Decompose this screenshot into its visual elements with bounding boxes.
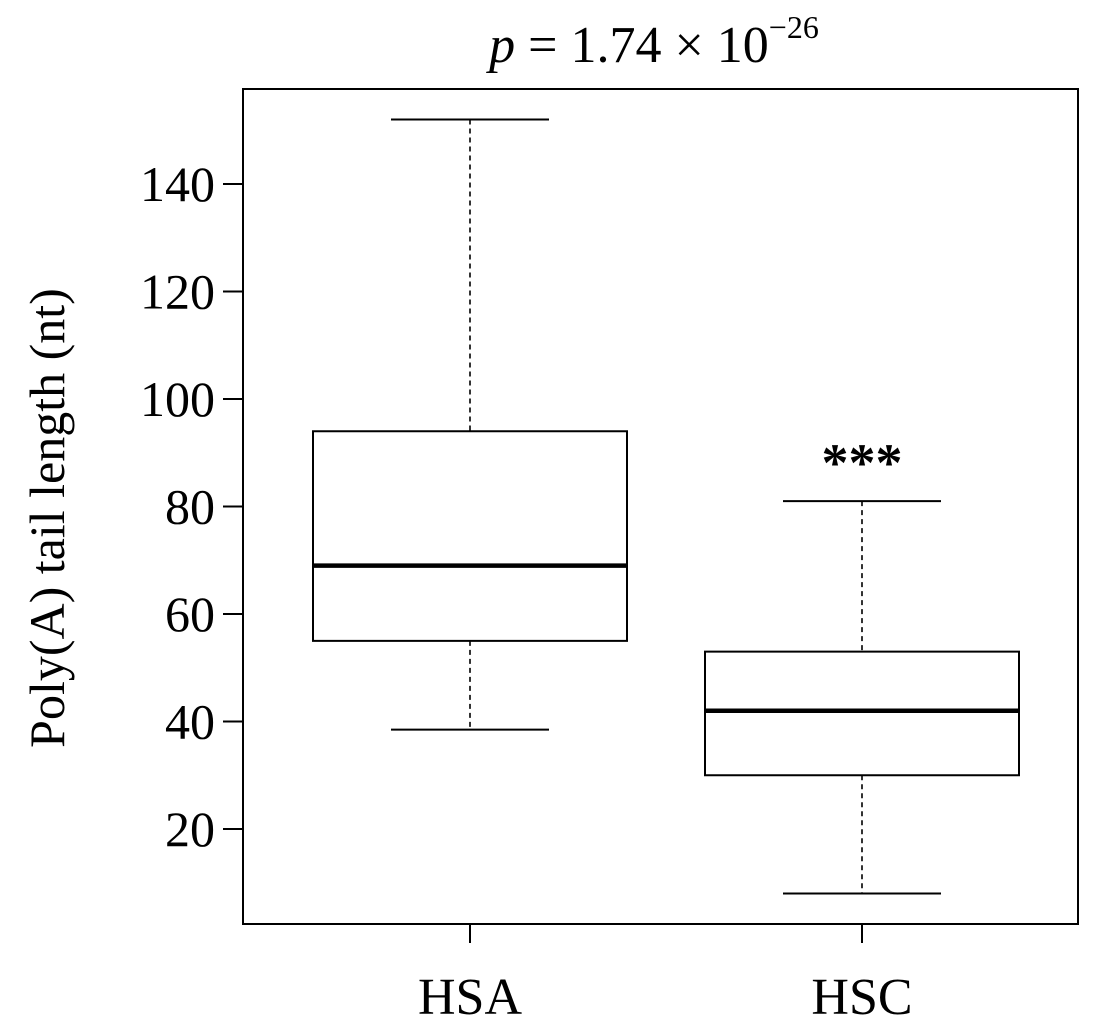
x-axis: HSA HSC xyxy=(418,924,913,1023)
y-tick-label: 100 xyxy=(140,371,215,427)
y-axis-label: Poly(A) tail length (nt) xyxy=(19,288,75,748)
title-mantissa: 1.74 xyxy=(570,17,661,74)
title-exponent: −26 xyxy=(769,9,819,45)
y-tick-label: 20 xyxy=(165,801,215,857)
y-tick-label: 60 xyxy=(165,586,215,642)
interquartile-box xyxy=(312,430,628,642)
chart-title: p = 1.74 × 10−26 xyxy=(485,9,819,74)
interquartile-box xyxy=(704,650,1020,777)
box-hsa xyxy=(312,118,628,731)
boxes: *** xyxy=(312,118,1020,895)
x-tick-label: HSC xyxy=(811,969,912,1023)
x-tick-label: HSA xyxy=(418,969,522,1023)
title-p-symbol: p xyxy=(485,17,515,74)
title-times: × xyxy=(674,17,703,74)
y-tick-label: 80 xyxy=(165,479,215,535)
y-tick-label: 120 xyxy=(140,264,215,320)
title-base: 10 xyxy=(717,17,769,74)
y-tick-label: 40 xyxy=(165,694,215,750)
y-axis: 20 40 60 80 100 120 140 xyxy=(140,156,243,857)
box-hsc: *** xyxy=(704,433,1020,895)
significance-marker: *** xyxy=(822,433,903,493)
title-equals: = xyxy=(528,17,557,74)
y-tick-label: 140 xyxy=(140,156,215,212)
